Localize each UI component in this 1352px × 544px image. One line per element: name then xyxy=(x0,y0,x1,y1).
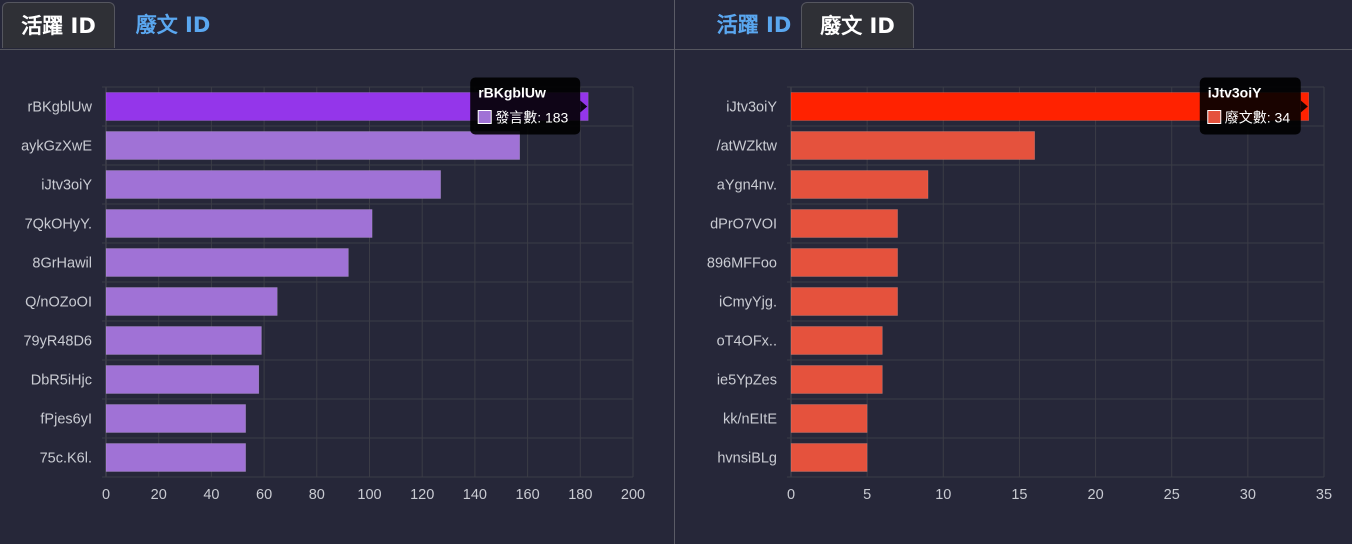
tooltip: iJtv3oiY 廢文數: 34 xyxy=(1199,77,1308,135)
x-tick-label: 10 xyxy=(935,487,951,503)
tooltip-value: 廢文數: 34 xyxy=(1225,110,1291,126)
x-tick-label: 20 xyxy=(1088,487,1104,503)
category-label: iJtv3oiY xyxy=(726,100,777,116)
tooltip-swatch xyxy=(477,110,492,124)
bar xyxy=(790,365,883,394)
x-tick-label: 200 xyxy=(621,487,645,503)
bar xyxy=(790,170,929,199)
category-label: fPjes6yI xyxy=(40,412,92,428)
category-label: Q/nOZoOI xyxy=(25,295,92,311)
left-tab-bar: 活躍 ID 廢文 ID xyxy=(0,0,674,50)
tooltip-value: 發言數: 183 xyxy=(495,110,568,126)
x-tick-label: 140 xyxy=(463,487,487,503)
tooltip-caret xyxy=(580,100,588,113)
category-label: oT4OFx.. xyxy=(717,334,777,350)
x-tick-label: 40 xyxy=(203,487,219,503)
panel-divider xyxy=(674,0,675,544)
category-label: iCmyYjg. xyxy=(719,295,777,311)
bar xyxy=(790,248,898,277)
x-tick-label: 5 xyxy=(863,487,871,503)
bar xyxy=(790,209,898,238)
category-label: aYgn4nv. xyxy=(717,178,777,194)
bar xyxy=(105,404,246,433)
category-label: 79yR48D6 xyxy=(23,334,92,350)
tab-spam-id[interactable]: 廢文 ID xyxy=(801,2,914,48)
active-id-bar-chart: rBKgblUw aykGzXwE iJtv3oiY 7QkOHyY. 8GrHawil… xyxy=(21,77,645,503)
x-tick-label: 30 xyxy=(1240,487,1256,503)
tab-spam-id[interactable]: 廢文 ID xyxy=(135,13,211,37)
bar xyxy=(790,443,868,472)
spam-id-bar-chart: iJtv3oiY/atWZktw aYgn4nv. dPrO7VOI 896MFFoo… xyxy=(707,77,1332,503)
category-label: dPrO7VOI xyxy=(710,217,777,233)
x-tick-label: 60 xyxy=(256,487,272,503)
category-label: rBKgblUw xyxy=(28,100,93,116)
x-tick-label: 180 xyxy=(568,487,592,503)
category-label: 7QkOHyY. xyxy=(25,217,92,233)
category-label: hvnsiBLg xyxy=(717,451,777,467)
left-chart-panel: 活躍 ID 廢文 ID rBKgblUw aykGzXwE iJtv3oiY 7QkO… xyxy=(0,0,674,544)
bar xyxy=(105,287,278,316)
category-label: kk/nEItE xyxy=(723,412,777,428)
bar xyxy=(790,404,868,433)
x-tick-label: 20 xyxy=(151,487,167,503)
bar xyxy=(790,131,1035,160)
category-label: iJtv3oiY xyxy=(41,178,92,194)
bar xyxy=(105,209,373,238)
x-tick-label: 100 xyxy=(357,487,381,503)
category-label: 896MFFoo xyxy=(707,256,777,272)
category-label: 75c.K6l. xyxy=(40,451,92,467)
x-tick-label: 80 xyxy=(309,487,325,503)
bar xyxy=(105,365,260,394)
category-label: 8GrHawil xyxy=(32,256,92,272)
bar xyxy=(105,248,349,277)
tooltip-box xyxy=(470,77,581,135)
tab-active-id[interactable]: 活躍 ID xyxy=(2,2,115,48)
x-tick-label: 0 xyxy=(787,487,795,503)
category-label: DbR5iHjc xyxy=(31,373,92,389)
right-tab-bar: 活躍 ID 廢文 ID xyxy=(675,0,1352,50)
right-chart-panel: 活躍 ID 廢文 ID iJtv3oiY/atWZktw aYgn4nv. dPrO… xyxy=(675,0,1352,544)
category-label: /atWZktw xyxy=(717,139,778,155)
tooltip-swatch xyxy=(1207,110,1222,124)
bar xyxy=(105,170,441,199)
x-tick-label: 35 xyxy=(1316,487,1332,503)
bar xyxy=(790,326,883,355)
tooltip-title: rBKgblUw xyxy=(478,85,546,101)
tooltip-box xyxy=(1199,77,1301,135)
tooltip-caret xyxy=(1300,100,1308,113)
x-tick-label: 15 xyxy=(1011,487,1027,503)
bar xyxy=(105,443,246,472)
x-tick-label: 25 xyxy=(1164,487,1180,503)
bar xyxy=(790,287,898,316)
tooltip: rBKgblUw 發言數: 183 xyxy=(470,77,588,135)
x-tick-label: 120 xyxy=(410,487,434,503)
category-label: aykGzXwE xyxy=(21,139,92,155)
bar xyxy=(105,326,262,355)
bar xyxy=(105,131,520,160)
category-label: ie5YpZes xyxy=(717,373,777,389)
tooltip-title: iJtv3oiY xyxy=(1208,85,1262,101)
x-tick-label: 160 xyxy=(515,487,539,503)
tab-active-id[interactable]: 活躍 ID xyxy=(716,13,792,37)
x-tick-label: 0 xyxy=(102,487,110,503)
